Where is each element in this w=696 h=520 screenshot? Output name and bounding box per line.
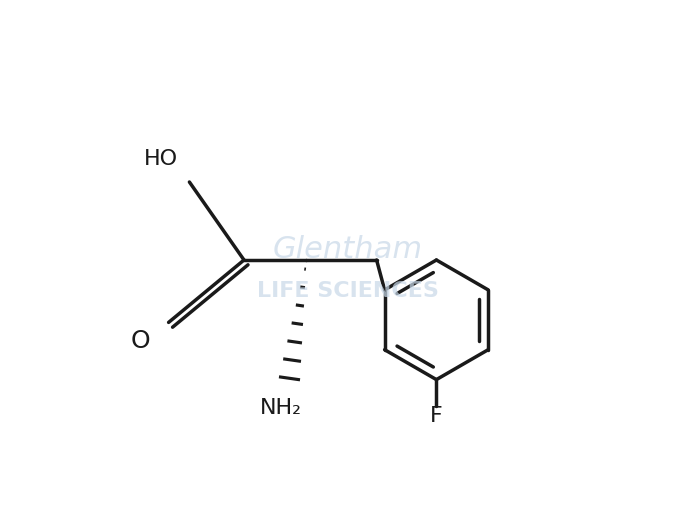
- Text: HO: HO: [144, 149, 178, 168]
- Text: F: F: [430, 406, 443, 426]
- Text: LIFE SCIENCES: LIFE SCIENCES: [257, 281, 439, 301]
- Text: Glentham: Glentham: [273, 235, 423, 264]
- Text: NH₂: NH₂: [260, 398, 301, 418]
- Text: O: O: [130, 329, 150, 353]
